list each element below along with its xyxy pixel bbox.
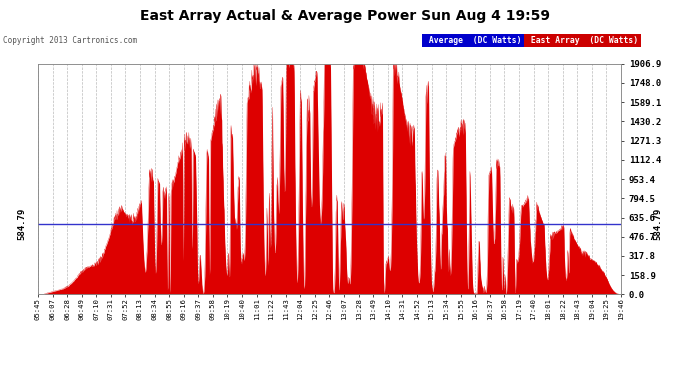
Text: East Array  (DC Watts): East Array (DC Watts) <box>526 36 639 45</box>
Text: Average  (DC Watts): Average (DC Watts) <box>424 36 522 45</box>
Text: East Array Actual & Average Power Sun Aug 4 19:59: East Array Actual & Average Power Sun Au… <box>140 9 550 23</box>
Text: 584.79: 584.79 <box>17 207 26 240</box>
Text: Copyright 2013 Cartronics.com: Copyright 2013 Cartronics.com <box>3 36 137 45</box>
Text: 584.79: 584.79 <box>653 207 662 240</box>
